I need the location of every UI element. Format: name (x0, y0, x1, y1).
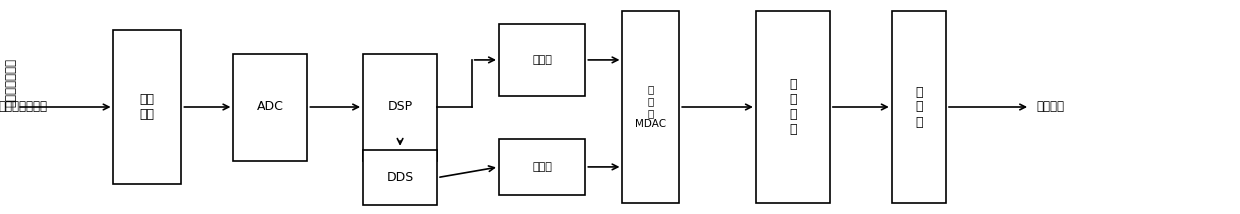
FancyBboxPatch shape (363, 150, 438, 205)
FancyBboxPatch shape (622, 11, 680, 203)
Text: 放大
滤波: 放大 滤波 (139, 93, 154, 121)
FancyBboxPatch shape (363, 54, 438, 160)
FancyBboxPatch shape (233, 54, 308, 160)
Text: DSP: DSP (388, 101, 413, 113)
Text: 数字端: 数字端 (532, 55, 552, 65)
FancyBboxPatch shape (498, 139, 585, 195)
Text: 安
全
栅: 安 全 栅 (915, 86, 923, 128)
Text: ADC: ADC (257, 101, 284, 113)
Text: 驱动信号: 驱动信号 (1037, 101, 1064, 113)
Text: 速度传感器信号: 速度传感器信号 (5, 58, 17, 107)
Text: 功
率
放
大: 功 率 放 大 (789, 78, 796, 136)
Text: 速度传感器信号: 速度传感器信号 (0, 101, 47, 113)
FancyBboxPatch shape (892, 11, 946, 203)
Text: DDS: DDS (387, 171, 414, 184)
Text: 模拟端: 模拟端 (532, 162, 552, 172)
FancyBboxPatch shape (498, 24, 585, 96)
FancyBboxPatch shape (113, 30, 181, 184)
Text: 输
出
端
MDAC: 输 出 端 MDAC (635, 85, 666, 129)
FancyBboxPatch shape (756, 11, 830, 203)
